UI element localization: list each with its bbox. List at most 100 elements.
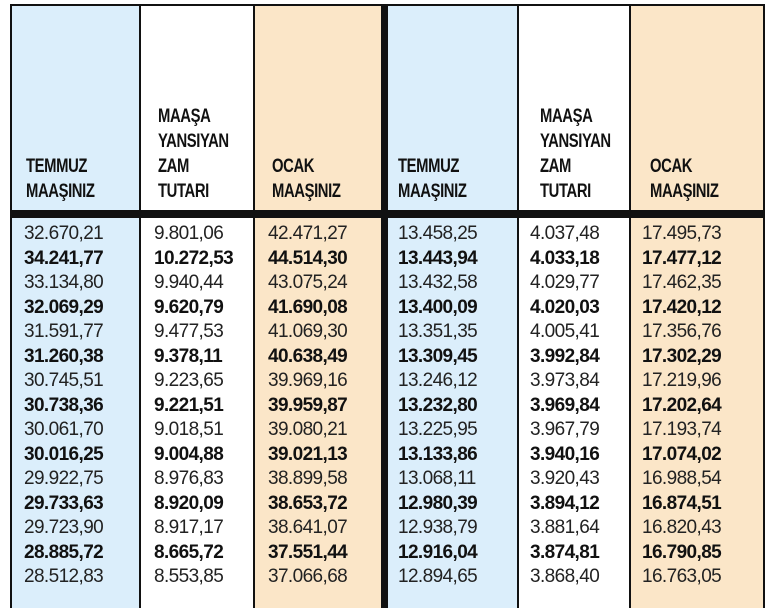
table-cell: 9.223,65 [154,370,224,392]
table-cell: 13.246,12 [398,370,478,392]
table-row: 28.512,83 8.553,85 37.066,68 12.894,65 3.868… [0,565,760,590]
header-text: OCAK MAAŞINIZ [272,156,341,202]
table-row: 30.016,25 9.004,88 39.021,13 13.133,86 3.940… [0,443,760,468]
table-cell: 9.620,79 [154,296,224,318]
table-row: 29.922,75 8.976,83 38.899,58 13.068,11 3.920… [0,467,760,492]
table-cell: 8.917,17 [154,517,224,539]
header-text: OCAK MAAŞINIZ [650,156,719,202]
table-cell: 3.992,84 [530,345,600,367]
table-cell: 30.745,51 [24,370,104,392]
table-cell: 12.938,79 [398,517,478,539]
table-cell: 16.874,51 [642,492,722,514]
table-cell: 4.020,03 [530,296,600,318]
table-cell: 17.420,12 [642,296,722,318]
table-cell: 12.894,65 [398,566,478,588]
table-cell: 30.016,25 [24,443,104,465]
table-cell: 28.512,83 [24,566,104,588]
table-cell: 4.037,48 [530,223,600,245]
header-text: TEMMUZ MAAŞINIZ [26,156,95,202]
table-cell: 13.351,35 [398,321,478,343]
column-divider [253,4,255,608]
table-cell: 16.988,54 [642,468,722,490]
col-bg-ocak-1 [254,4,381,608]
table-cell: 41.069,30 [268,321,348,343]
table-cell: 8.976,83 [154,468,224,490]
col-bg-temmuz-2 [388,4,518,608]
table-cell: 12.916,04 [398,541,478,563]
table-row: 31.260,38 9.378,11 40.638,49 13.309,45 3.992… [0,345,760,370]
table-cell: 3.967,79 [530,419,600,441]
col-bg-zam-1 [140,4,254,608]
table-cell: 17.302,29 [642,345,722,367]
table-row: 29.733,63 8.920,09 38.653,72 12.980,39 3.894… [0,492,760,517]
table-cell: 9.004,88 [154,443,224,465]
table-cell: 9.940,44 [154,272,224,294]
table-cell: 31.260,38 [24,345,104,367]
table-cell: 13.443,94 [398,247,478,269]
col-bg-zam-2 [518,4,630,608]
table-row: 29.723,90 8.917,17 38.641,07 12.938,79 3.881… [0,516,760,541]
header-zam-tutari-2: MAAŞA YANSIYAN ZAM TUTARI [540,78,611,204]
table-cell: 3.920,43 [530,468,600,490]
table-cell: 17.495,73 [642,223,722,245]
table-cell: 28.885,72 [24,541,104,563]
table-cell: 16.820,43 [642,517,722,539]
table-cell: 17.462,35 [642,272,722,294]
table-cell: 4.005,41 [530,321,600,343]
table-cell: 16.763,05 [642,566,722,588]
table-cell: 34.241,77 [24,247,104,269]
header-temmuz-maasiniz-2: TEMMUZ MAAŞINIZ [398,78,467,204]
header-text: TEMMUZ MAAŞINIZ [398,156,467,202]
table-cell: 32.670,21 [24,223,104,245]
header-text: MAAŞA YANSIYAN ZAM TUTARI [540,106,611,202]
table-cell: 13.458,25 [398,223,478,245]
table-cell: 40.638,49 [268,345,348,367]
table-cell: 9.378,11 [154,345,223,367]
column-divider [517,4,519,608]
table-cell: 3.881,64 [530,517,600,539]
salary-table-body: 32.670,21 9.801,06 42.471,27 13.458,25 4.037… [0,222,760,590]
table-cell: 32.069,29 [24,296,104,318]
table-cell: 13.232,80 [398,394,478,416]
header-zam-tutari-1: MAAŞA YANSIYAN ZAM TUTARI [158,78,229,204]
table-cell: 9.477,53 [154,321,224,343]
table-cell: 12.980,39 [398,492,478,514]
table-cell: 17.202,64 [642,394,722,416]
table-cell: 17.356,76 [642,321,722,343]
header-temmuz-maasiniz-1: TEMMUZ MAAŞINIZ [26,78,95,204]
col-bg-temmuz-1 [10,4,140,608]
table-cell: 33.134,80 [24,272,104,294]
table-cell: 3.940,16 [530,443,600,465]
table-cell: 43.075,24 [268,272,348,294]
table-row: 33.134,80 9.940,44 43.075,24 13.432,58 4.029… [0,271,760,296]
column-divider [139,4,141,608]
table-cell: 13.225,95 [398,419,478,441]
table-cell: 41.690,08 [268,296,348,318]
table-cell: 13.400,09 [398,296,478,318]
table-cell: 39.080,21 [268,419,348,441]
table-cell: 38.653,72 [268,492,348,514]
table-cell: 9.221,51 [154,394,224,416]
table-cell: 38.899,58 [268,468,348,490]
table-cell: 9.801,06 [154,223,224,245]
table-cell: 13.432,58 [398,272,478,294]
table-cell: 17.074,02 [642,443,722,465]
table-cell: 42.471,27 [268,223,348,245]
column-divider [763,4,765,608]
table-cell: 37.066,68 [268,566,348,588]
table-cell: 17.219,96 [642,370,722,392]
header-ocak-maasiniz-2: OCAK MAAŞINIZ [650,78,719,204]
table-row: 31.591,77 9.477,53 41.069,30 13.351,35 4.005… [0,320,760,345]
table-row: 28.885,72 8.665,72 37.551,44 12.916,04 3.874… [0,541,760,566]
table-cell: 10.272,53 [154,247,234,269]
table-cell: 3.894,12 [530,492,600,514]
table-cell: 13.133,86 [398,443,478,465]
table-cell: 4.033,18 [530,247,600,269]
table-cell: 4.029,77 [530,272,600,294]
table-cell: 8.920,09 [154,492,224,514]
table-cell: 29.733,63 [24,492,104,514]
col-bg-ocak-2 [630,4,764,608]
table-cell: 3.973,84 [530,370,600,392]
table-row: 30.745,51 9.223,65 39.969,16 13.246,12 3.973… [0,369,760,394]
table-cell: 3.868,40 [530,566,600,588]
